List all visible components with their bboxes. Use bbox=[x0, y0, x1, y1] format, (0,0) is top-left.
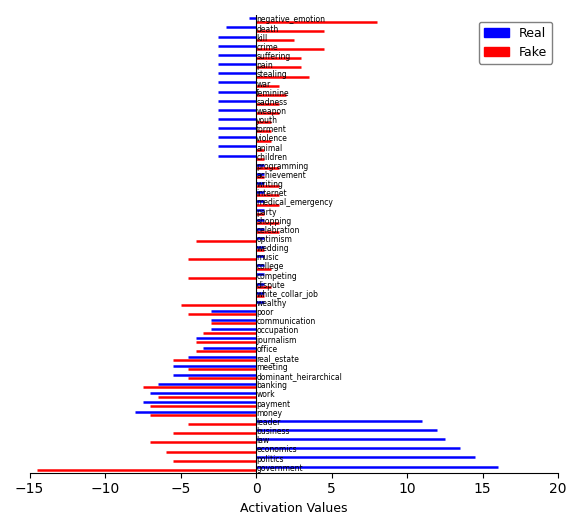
Text: internet: internet bbox=[256, 189, 287, 198]
Text: wedding: wedding bbox=[256, 244, 289, 253]
Text: crime: crime bbox=[256, 43, 278, 52]
Text: war: war bbox=[256, 80, 271, 89]
Text: real_estate: real_estate bbox=[256, 354, 299, 363]
Text: work: work bbox=[256, 391, 275, 400]
Text: leader: leader bbox=[256, 418, 281, 427]
Text: college: college bbox=[256, 262, 283, 271]
Text: white_collar_job: white_collar_job bbox=[256, 290, 318, 299]
Text: children: children bbox=[256, 153, 287, 162]
Text: wealthy: wealthy bbox=[256, 299, 286, 308]
Text: communication: communication bbox=[256, 317, 315, 326]
Text: poor: poor bbox=[256, 308, 274, 317]
Text: kill: kill bbox=[256, 34, 267, 43]
Text: competing: competing bbox=[256, 271, 297, 280]
Text: writing: writing bbox=[256, 180, 283, 189]
Text: law: law bbox=[256, 436, 269, 445]
Text: economics: economics bbox=[256, 445, 297, 454]
Text: feminine: feminine bbox=[256, 89, 290, 98]
Text: violence: violence bbox=[256, 135, 288, 144]
Text: shopping: shopping bbox=[256, 217, 292, 226]
Text: dominant_heirarchical: dominant_heirarchical bbox=[256, 372, 342, 381]
Text: animal: animal bbox=[256, 144, 282, 153]
Text: optimism: optimism bbox=[256, 235, 292, 244]
Text: negative_emotion: negative_emotion bbox=[256, 15, 325, 24]
Text: music: music bbox=[256, 253, 279, 262]
Text: politics: politics bbox=[256, 455, 283, 464]
Text: meeting: meeting bbox=[256, 363, 288, 372]
Text: government: government bbox=[256, 464, 303, 473]
Legend: Real, Fake: Real, Fake bbox=[479, 22, 552, 64]
Text: journalism: journalism bbox=[256, 335, 297, 344]
Text: achievement: achievement bbox=[256, 171, 306, 180]
Text: torment: torment bbox=[256, 125, 287, 134]
Text: business: business bbox=[256, 427, 290, 436]
Text: death: death bbox=[256, 24, 278, 33]
Text: money: money bbox=[256, 409, 282, 418]
Text: party: party bbox=[256, 208, 276, 217]
Text: programming: programming bbox=[256, 162, 308, 171]
Text: office: office bbox=[256, 344, 277, 354]
Text: sadness: sadness bbox=[256, 98, 288, 107]
Text: pain: pain bbox=[256, 61, 273, 70]
Text: dispute: dispute bbox=[256, 281, 285, 290]
Text: payment: payment bbox=[256, 400, 290, 409]
Text: medical_emergency: medical_emergency bbox=[256, 198, 333, 207]
Text: celebration: celebration bbox=[256, 226, 300, 235]
Text: suffering: suffering bbox=[256, 52, 290, 61]
Text: banking: banking bbox=[256, 381, 287, 390]
Text: stealing: stealing bbox=[256, 70, 287, 80]
Text: occupation: occupation bbox=[256, 326, 299, 335]
Text: youth: youth bbox=[256, 116, 278, 125]
Text: weapon: weapon bbox=[256, 107, 286, 116]
X-axis label: Activation Values: Activation Values bbox=[240, 502, 347, 515]
